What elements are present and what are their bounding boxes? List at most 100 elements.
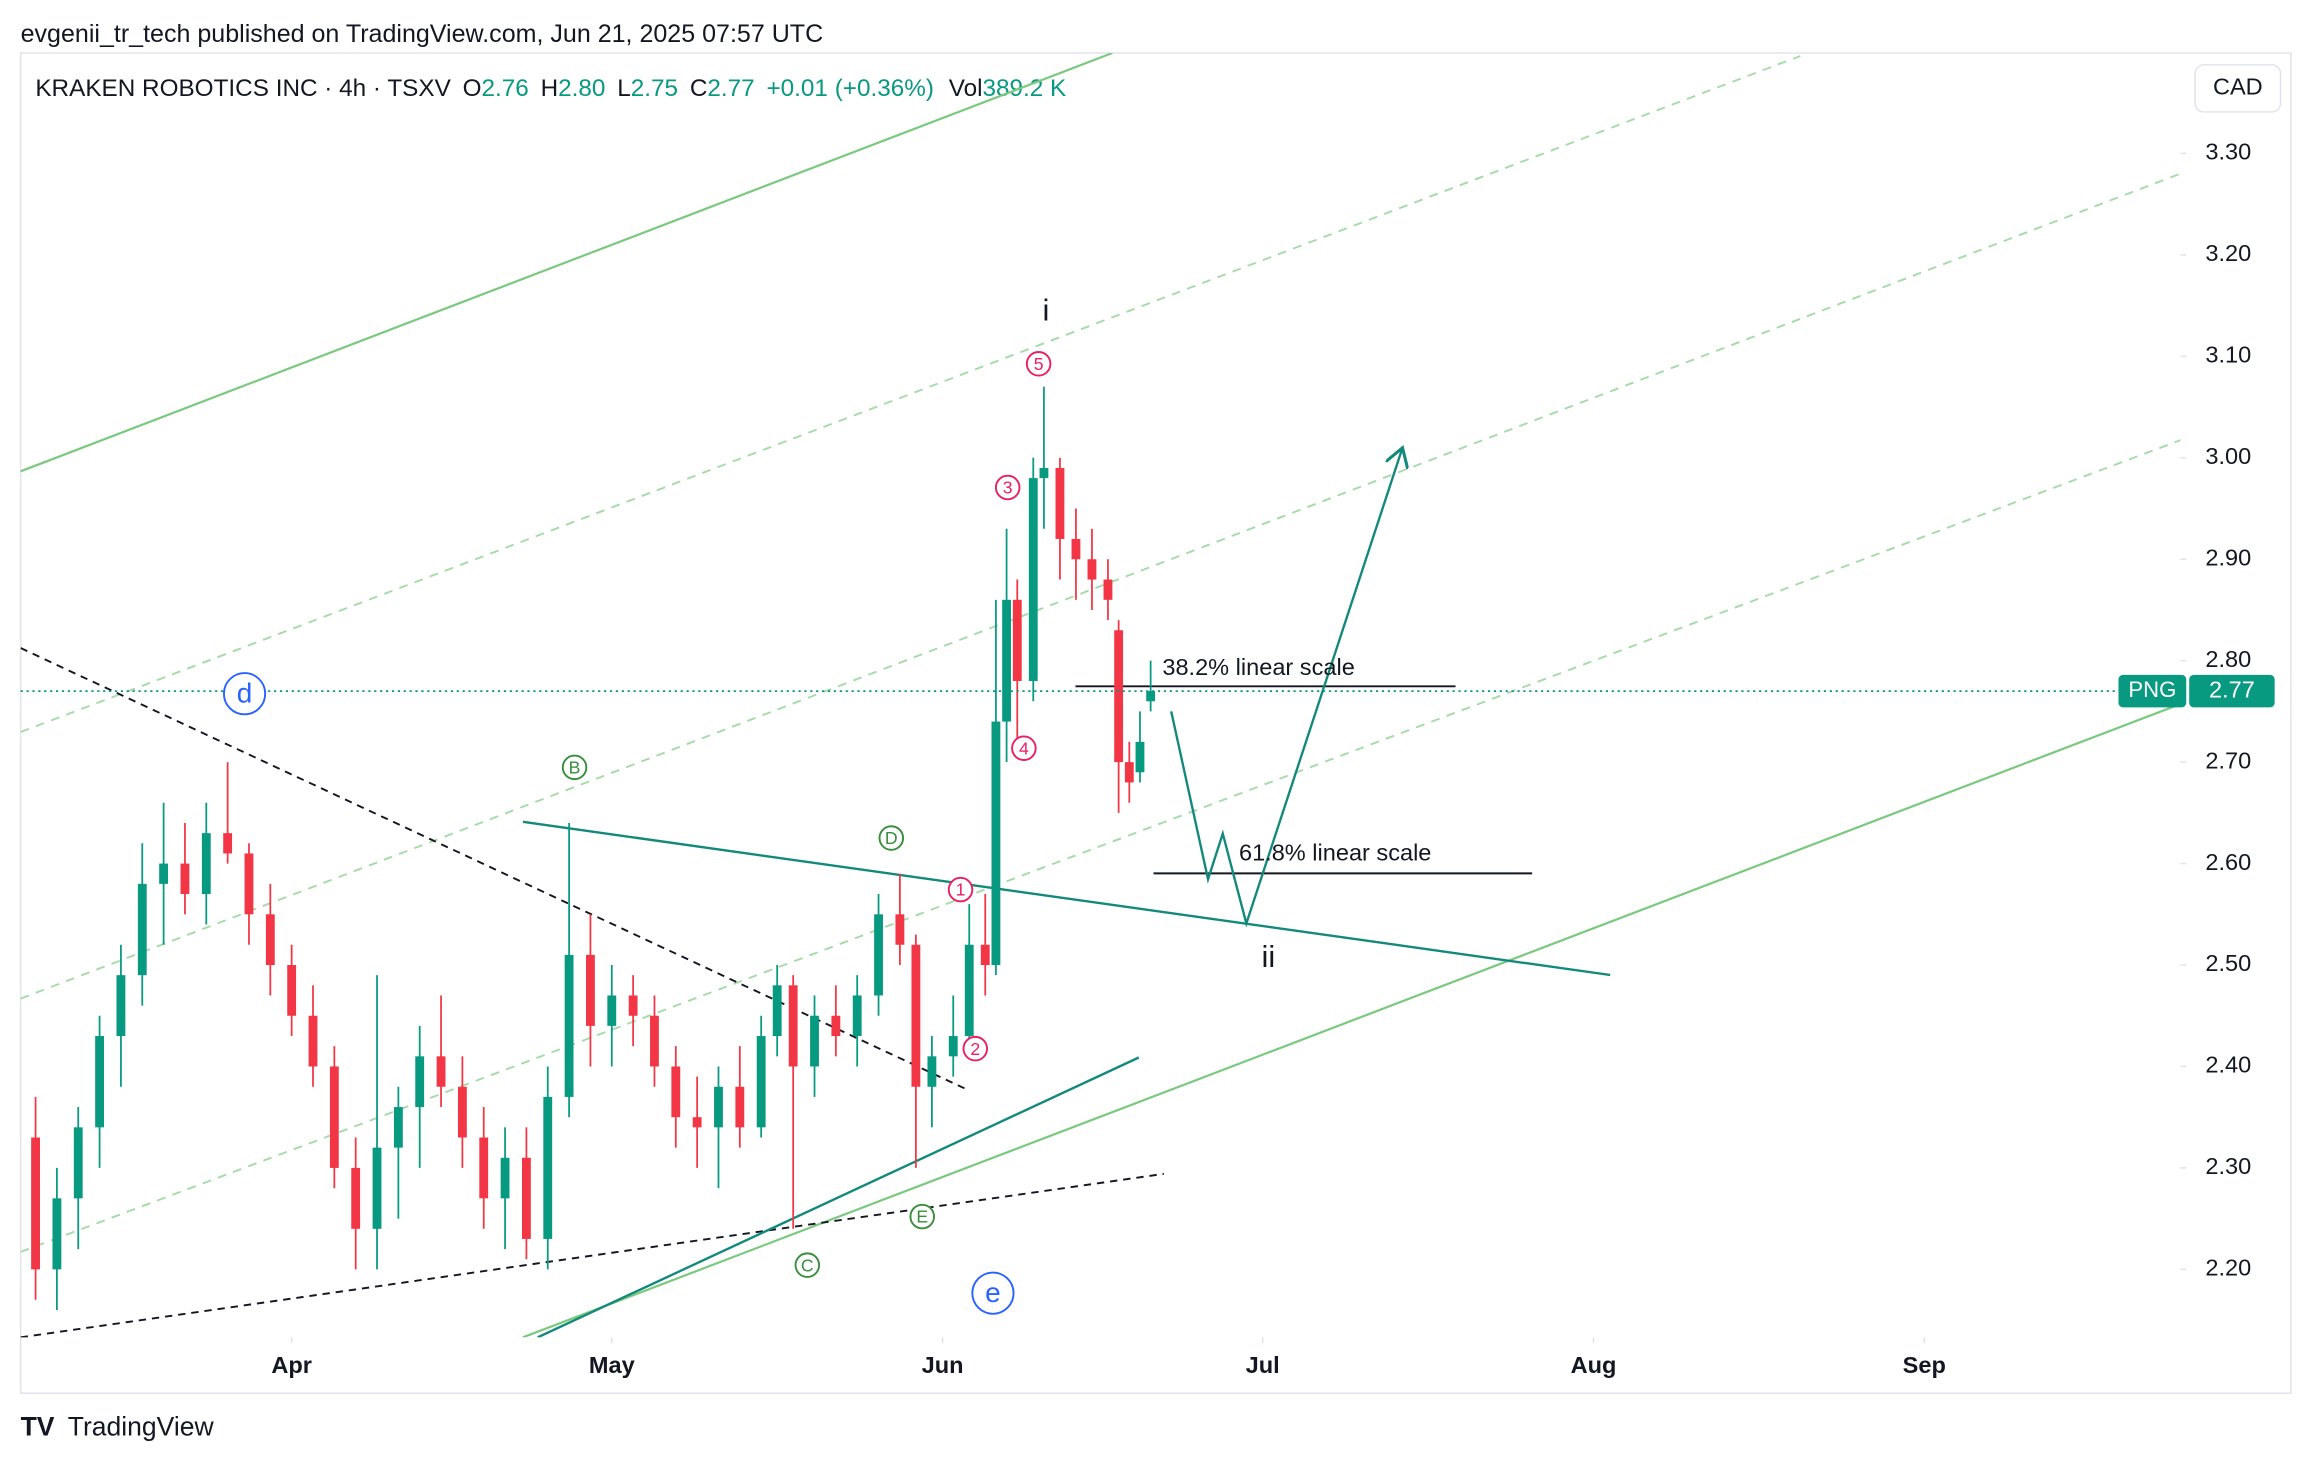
candle-body (201, 833, 211, 895)
candle-body (788, 985, 798, 1067)
wave-label: 4 (1019, 738, 1029, 758)
candle-body (543, 1096, 553, 1239)
x-tick-label: Aug (1571, 1352, 1617, 1378)
channel-mid (20, 439, 2181, 1253)
drawings (20, 53, 2181, 1338)
candle-body (52, 1198, 62, 1270)
wave-label: 1 (956, 880, 966, 900)
candle-body (980, 944, 990, 966)
candle-body (1124, 762, 1134, 783)
candle-body (180, 863, 190, 895)
candle-body (308, 1015, 318, 1067)
candle-body (650, 1015, 659, 1067)
candle-body (628, 995, 638, 1016)
o-label: O (463, 75, 482, 102)
x-tick-label: May (589, 1352, 635, 1378)
wave-circle (222, 672, 267, 716)
triangle-line (537, 1056, 1140, 1338)
candle-body (1002, 599, 1012, 722)
vol-label: Vol (949, 75, 983, 102)
candle-body (95, 1036, 105, 1128)
y-tick-label: 2.80 (2205, 646, 2251, 672)
candle-body (564, 954, 574, 1097)
svg-text:TV: TV (21, 1412, 55, 1442)
y-tick-label: 2.40 (2205, 1052, 2251, 1078)
candle-body (223, 833, 233, 854)
x-tick-label: Sep (1903, 1352, 1946, 1378)
wave-label: 2 (970, 1039, 980, 1059)
candle-body (436, 1056, 446, 1087)
brand: TradingView (68, 1412, 215, 1442)
candle-body (735, 1086, 745, 1128)
y-tick-label: 3.00 (2205, 443, 2251, 469)
o-value: 2.76 (481, 75, 528, 102)
candle-body (500, 1157, 510, 1199)
x-tick-label: Apr (271, 1352, 312, 1378)
c-label: C (690, 75, 708, 102)
wave-label: C (801, 1255, 814, 1275)
price-tag-box (2189, 674, 2275, 708)
symbol-legend: KRAKEN ROBOTICS INC · 4h · TSXV O2.76 H2.8… (35, 75, 1066, 102)
wave-label: E (916, 1207, 928, 1227)
candle-body (964, 944, 974, 1037)
candle-body (521, 1157, 531, 1239)
wave-circle (1011, 735, 1037, 761)
candle-body (671, 1066, 681, 1118)
y-tick-label: 2.50 (2205, 950, 2251, 976)
candle-body (73, 1127, 83, 1199)
wave-circle (561, 754, 588, 781)
candle-body (1055, 467, 1065, 539)
frame (19, 52, 2292, 1395)
channel-line (20, 53, 1113, 473)
candle-body (586, 954, 595, 1026)
trend-line (20, 647, 969, 1091)
wave-label: 3 (1003, 478, 1013, 498)
projection-path (1170, 448, 1402, 928)
wave-circle (1025, 351, 1052, 377)
candle-body (137, 883, 147, 976)
candle-body (116, 975, 126, 1037)
l-label: L (617, 75, 631, 102)
candle-body (831, 1015, 841, 1037)
wave-label: B (569, 757, 581, 777)
wave-circle (794, 1252, 821, 1278)
fib-label: 38.2% linear scale (1162, 654, 1354, 680)
candle-body (1087, 559, 1097, 580)
candle-body (1103, 579, 1113, 600)
candle-body (948, 1036, 958, 1057)
candle-body (393, 1107, 403, 1148)
trend-line (20, 1172, 1164, 1338)
candle-body (287, 965, 297, 1016)
candle-body (1012, 599, 1022, 681)
candle-body (415, 1056, 425, 1108)
fib-label: 61.8% linear scale (1239, 839, 1431, 865)
wave-circle (994, 474, 1021, 501)
brand-logo: TV (21, 1412, 55, 1442)
candle-body (927, 1056, 937, 1087)
candle-body (31, 1137, 40, 1270)
candle-body (159, 863, 169, 884)
candle-body (244, 853, 254, 915)
y-tick-label: 2.20 (2205, 1255, 2251, 1281)
candle-body (265, 914, 275, 966)
credit: evgenii_tr_tech published on TradingView… (21, 20, 824, 48)
wave-circle (909, 1203, 935, 1230)
candle-body (329, 1066, 339, 1168)
candle-body (1135, 741, 1145, 773)
candle-body (772, 985, 782, 1037)
h-label: H (541, 75, 559, 102)
wave-label: e (985, 1277, 1001, 1308)
candle-body (874, 914, 883, 996)
y-tick-label: 2.70 (2205, 747, 2251, 773)
wave-circle (962, 1035, 989, 1062)
wave-label: ii (1262, 939, 1276, 974)
y-tick-label: 3.20 (2205, 240, 2251, 266)
y-tick-label: 2.90 (2205, 544, 2251, 570)
h-value: 2.80 (558, 75, 605, 102)
currency-button[interactable] (2194, 64, 2282, 113)
y-tick-label: 2.60 (2205, 849, 2251, 875)
wave-label: D (885, 828, 898, 848)
wave-circle (947, 876, 974, 903)
